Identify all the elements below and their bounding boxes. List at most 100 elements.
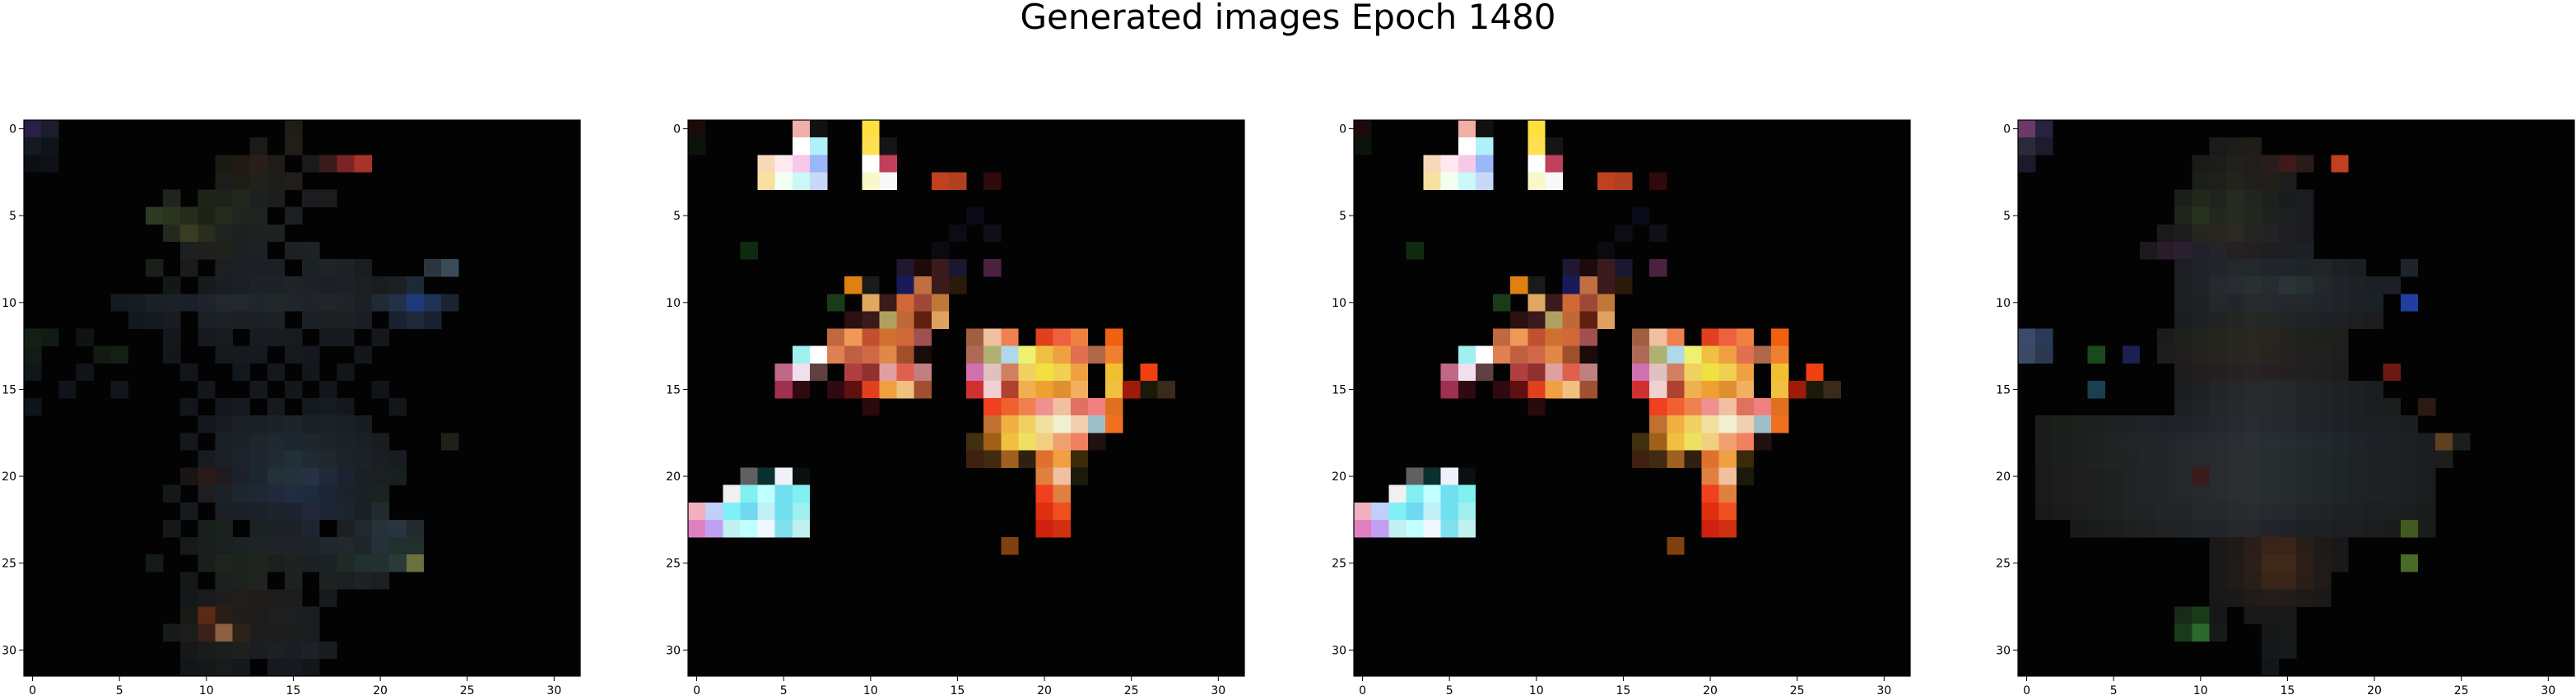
- image-pixel: [232, 623, 250, 642]
- image-pixel: [809, 172, 828, 190]
- image-pixel: [267, 398, 286, 416]
- image-pixel: [2313, 450, 2332, 468]
- image-pixel: [180, 241, 198, 260]
- image-pixel: [180, 259, 198, 277]
- image-pixel: [966, 433, 984, 451]
- image-pixel: [337, 467, 355, 485]
- image-pixel: [983, 259, 1002, 277]
- image-pixel: [1649, 380, 1667, 399]
- image-pixel: [2261, 380, 2280, 399]
- image-pixel: [110, 380, 129, 399]
- image-pixel: [2209, 328, 2227, 346]
- image-pixel: [2192, 623, 2210, 642]
- image-pixel: [2417, 398, 2436, 416]
- image-pixel: [844, 328, 863, 346]
- image-pixel: [1440, 363, 1459, 382]
- image-pixel: [180, 398, 198, 416]
- image-pixel: [337, 276, 355, 294]
- image-pixel: [2278, 259, 2297, 277]
- image-pixel: [2244, 415, 2262, 433]
- image-pixel: [983, 450, 1002, 468]
- image-pixel: [198, 206, 216, 225]
- image-pixel: [423, 311, 442, 329]
- x-tick-label: 0: [2023, 684, 2030, 695]
- image-pixel: [1632, 363, 1650, 382]
- image-pixel: [284, 484, 303, 503]
- image-pixel: [267, 433, 286, 451]
- image-pixel: [774, 155, 793, 173]
- image-pixel: [249, 572, 268, 590]
- image-pixel: [1527, 345, 1546, 364]
- image-pixel: [2417, 519, 2436, 538]
- image-pixel: [232, 554, 250, 572]
- image-pixel: [337, 311, 355, 329]
- image-pixel: [284, 623, 303, 642]
- image-pixel: [249, 380, 268, 399]
- image-pixel: [337, 398, 355, 416]
- image-pixel: [232, 311, 250, 329]
- image-pixel: [1579, 294, 1598, 312]
- image-pixel: [249, 311, 268, 329]
- image-pixel: [1440, 519, 1459, 538]
- image-pixel: [757, 155, 775, 173]
- image-pixel: [354, 259, 372, 277]
- image-pixel: [163, 224, 181, 243]
- image-pixel: [2313, 345, 2332, 364]
- image-pixel: [2261, 433, 2280, 451]
- x-tick-label: 0: [1359, 684, 1366, 695]
- image-pixel: [232, 641, 250, 660]
- image-pixel: [1527, 137, 1546, 155]
- image-pixel: [2209, 276, 2227, 294]
- x-tick-label: 10: [199, 684, 214, 695]
- image-pixel: [249, 641, 268, 660]
- image-pixel: [198, 641, 216, 660]
- image-pixel: [2331, 311, 2349, 329]
- image-pixel: [215, 433, 233, 451]
- image-pixel: [2209, 363, 2227, 382]
- image-pixel: [948, 259, 967, 277]
- image-pixel: [267, 658, 286, 677]
- image-pixel: [792, 155, 811, 173]
- image-pixel: [2104, 433, 2123, 451]
- image-pixel: [2365, 294, 2383, 312]
- image-pixel: [2278, 519, 2297, 538]
- image-pixel: [2278, 311, 2297, 329]
- image-pixel: [2348, 398, 2366, 416]
- image-pixel: [2226, 224, 2244, 243]
- image-pixel: [371, 433, 389, 451]
- image-pixel: [1406, 467, 1424, 485]
- image-pixel: [284, 345, 303, 364]
- image-pixel: [2139, 467, 2158, 485]
- image-pixel: [2331, 328, 2349, 346]
- image-pixel: [1701, 519, 1719, 538]
- image-pixel: [2435, 450, 2453, 468]
- image-pixel: [232, 259, 250, 277]
- image-pixel: [128, 311, 146, 329]
- image-pixel: [1458, 345, 1476, 364]
- image-pixel: [337, 484, 355, 503]
- image-pixel: [198, 415, 216, 433]
- image-pixel: [2261, 589, 2280, 607]
- image-pixel: [2139, 519, 2158, 538]
- image-pixel: [2296, 155, 2314, 173]
- image-pixel: [1018, 450, 1036, 468]
- image-pixel: [2348, 484, 2366, 503]
- image-pixel: [792, 172, 811, 190]
- image-pixel: [2313, 363, 2332, 382]
- image-pixel: [145, 294, 164, 312]
- image-pixel: [2226, 398, 2244, 416]
- image-pixel: [302, 450, 320, 468]
- image-pixel: [2192, 206, 2210, 225]
- image-pixel: [2070, 519, 2088, 538]
- image-pixel: [2417, 484, 2436, 503]
- image-pixel: [302, 484, 320, 503]
- image-pixel: [215, 554, 233, 572]
- image-pixel: [180, 606, 198, 624]
- image-pixel: [1562, 363, 1580, 382]
- image-pixel: [983, 224, 1002, 243]
- image-pixel: [215, 606, 233, 624]
- image-pixel: [41, 120, 59, 138]
- image-pixel: [2157, 450, 2175, 468]
- image-pixel: [2192, 606, 2210, 624]
- image-pixel: [371, 484, 389, 503]
